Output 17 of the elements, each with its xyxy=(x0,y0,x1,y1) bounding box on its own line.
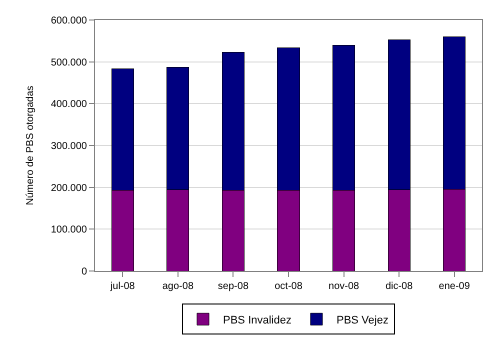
x-tick-label: ago-08 xyxy=(162,281,194,292)
legend-label: PBS Invalidez xyxy=(223,314,292,326)
x-tick-label: sep-08 xyxy=(218,281,249,292)
y-axis-title: Número de PBS otorgadas xyxy=(24,86,36,206)
x-tick-label: nov-08 xyxy=(328,281,360,292)
legend-label: PBS Vejez xyxy=(336,314,388,326)
y-tick-label: 100.000 xyxy=(50,224,88,236)
x-tick-label: jul-08 xyxy=(109,281,136,292)
y-tick-label: 300.000 xyxy=(50,141,88,152)
y-tick-label: 500.000 xyxy=(50,57,88,68)
y-tick-label: 200.000 xyxy=(50,182,88,194)
x-tick-label: ene-09 xyxy=(438,281,470,292)
x-tick-label: oct-08 xyxy=(274,281,303,292)
x-tick-label: dic-08 xyxy=(385,281,414,292)
y-tick-label: 0 xyxy=(81,266,88,278)
y-tick-label: 600.000 xyxy=(50,16,88,26)
y-tick-label: 400.000 xyxy=(50,99,88,110)
